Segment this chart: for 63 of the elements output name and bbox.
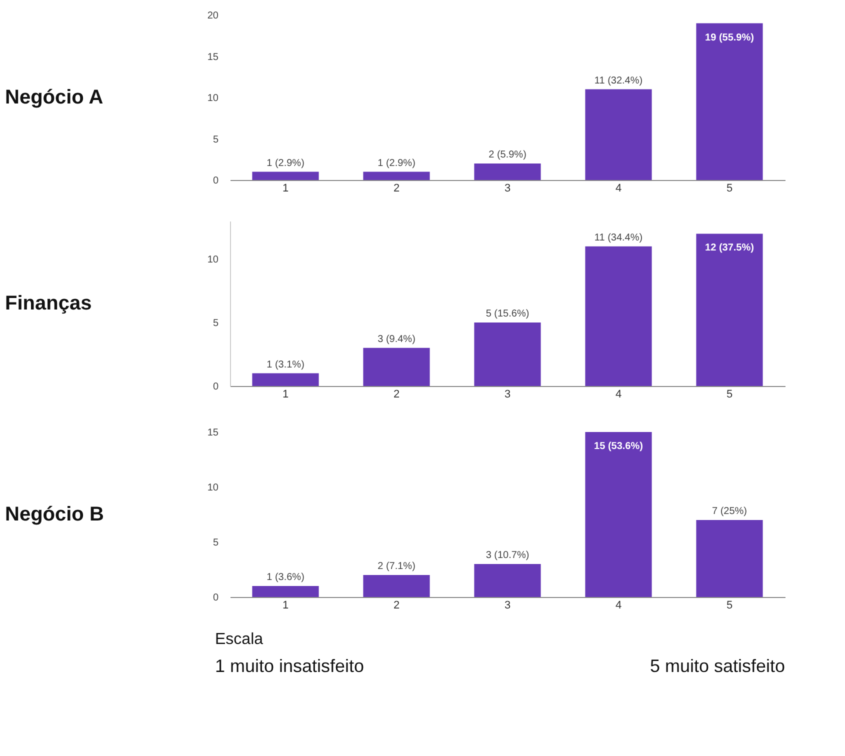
- data-label: 5 (15.6%): [486, 308, 530, 320]
- data-label: 7 (25%): [712, 506, 748, 517]
- x-tick-label: 1: [282, 600, 289, 612]
- y-tick-label: 5: [212, 318, 219, 330]
- data-label: 1 (2.9%): [266, 158, 304, 169]
- y-tick-label: 20: [207, 10, 219, 22]
- data-label: 1 (2.9%): [378, 158, 416, 169]
- bar: [474, 564, 541, 597]
- bar: [363, 575, 430, 597]
- bar: [696, 234, 763, 386]
- bar: [585, 89, 652, 180]
- y-tick-label: 10: [207, 482, 219, 494]
- x-tick-label: 5: [726, 388, 733, 400]
- y-tick-label: 5: [212, 134, 219, 146]
- text: 5 muito satisfeito: [650, 656, 785, 676]
- x-tick-label: 3: [504, 182, 511, 194]
- x-tick-label: 5: [726, 600, 733, 612]
- y-tick-label: 15: [207, 52, 219, 63]
- x-tick-label: 1: [282, 388, 289, 400]
- text: Negócio A: [5, 86, 104, 108]
- bar: [474, 164, 541, 180]
- data-label: 1 (3.6%): [266, 572, 304, 583]
- x-tick-label: 4: [615, 388, 622, 400]
- bar: [252, 586, 319, 597]
- bar: [363, 172, 430, 180]
- y-tick-label: 0: [212, 382, 219, 392]
- x-tick-label: 2: [393, 182, 400, 194]
- bar: [252, 172, 319, 180]
- bar: [252, 373, 319, 386]
- x-tick-label: 1: [282, 182, 289, 194]
- bar: [474, 322, 541, 386]
- data-label: 12 (37.5%): [705, 242, 754, 254]
- data-label: 11 (32.4%): [594, 75, 643, 86]
- data-label: 2 (5.9%): [488, 150, 526, 160]
- text: Negócio B: [5, 504, 104, 526]
- data-label: 15 (53.6%): [594, 441, 643, 452]
- bar: [585, 246, 652, 386]
- data-label: 11 (34.4%): [594, 232, 643, 244]
- data-label: 3 (9.4%): [378, 334, 416, 345]
- y-tick-label: 15: [207, 428, 219, 438]
- y-tick-label: 0: [212, 176, 219, 186]
- data-label: 19 (55.9%): [705, 32, 754, 44]
- x-tick-label: 5: [726, 182, 733, 194]
- bar: [585, 432, 652, 597]
- y-tick-label: 0: [212, 592, 219, 604]
- x-tick-label: 3: [504, 388, 511, 400]
- data-label: 1 (3.1%): [266, 359, 304, 370]
- text: 1 muito insatisfeito: [215, 656, 364, 676]
- bar: [696, 23, 763, 180]
- data-label: 2 (7.1%): [378, 561, 416, 572]
- x-tick-label: 2: [393, 388, 400, 400]
- bar: [363, 348, 430, 386]
- x-tick-label: 2: [393, 600, 400, 612]
- y-tick-label: 10: [207, 254, 219, 266]
- text: Escala: [215, 631, 264, 648]
- x-tick-label: 3: [504, 600, 511, 612]
- y-tick-label: 10: [207, 93, 219, 104]
- bar: [696, 520, 763, 597]
- x-tick-label: 4: [615, 182, 622, 194]
- y-tick-label: 5: [212, 538, 219, 548]
- x-tick-label: 4: [615, 600, 622, 612]
- data-label: 3 (10.7%): [486, 550, 530, 561]
- text: Finanças: [5, 292, 92, 314]
